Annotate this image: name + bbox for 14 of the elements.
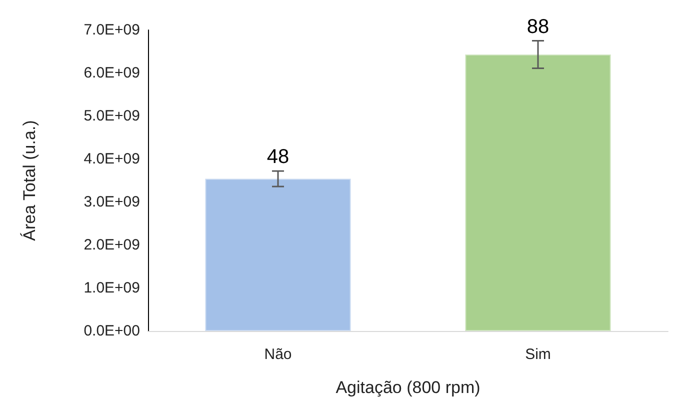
y-axis-title: Área Total (u.a.) xyxy=(20,120,39,241)
x-axis-title: Agitação (800 rpm) xyxy=(336,378,480,397)
y-tick-label: 2.0E+09 xyxy=(84,236,140,254)
y-tick-label: 7.0E+09 xyxy=(84,22,140,38)
y-tick-label: 4.0E+09 xyxy=(84,150,140,168)
annotation: 48 xyxy=(266,146,290,168)
y-tick-label: 0.0E+00 xyxy=(84,322,140,340)
y-tick-label: 5.0E+09 xyxy=(84,108,140,124)
y-tick-label: 1.0E+09 xyxy=(84,280,140,296)
y-tick-label: 3.0E+09 xyxy=(84,194,140,210)
y-tick-label: 6.0E+09 xyxy=(84,64,140,82)
annotation: 88 xyxy=(526,16,550,38)
x-tick-label: Não xyxy=(264,346,292,363)
x-tick-label: Sim xyxy=(525,346,551,363)
